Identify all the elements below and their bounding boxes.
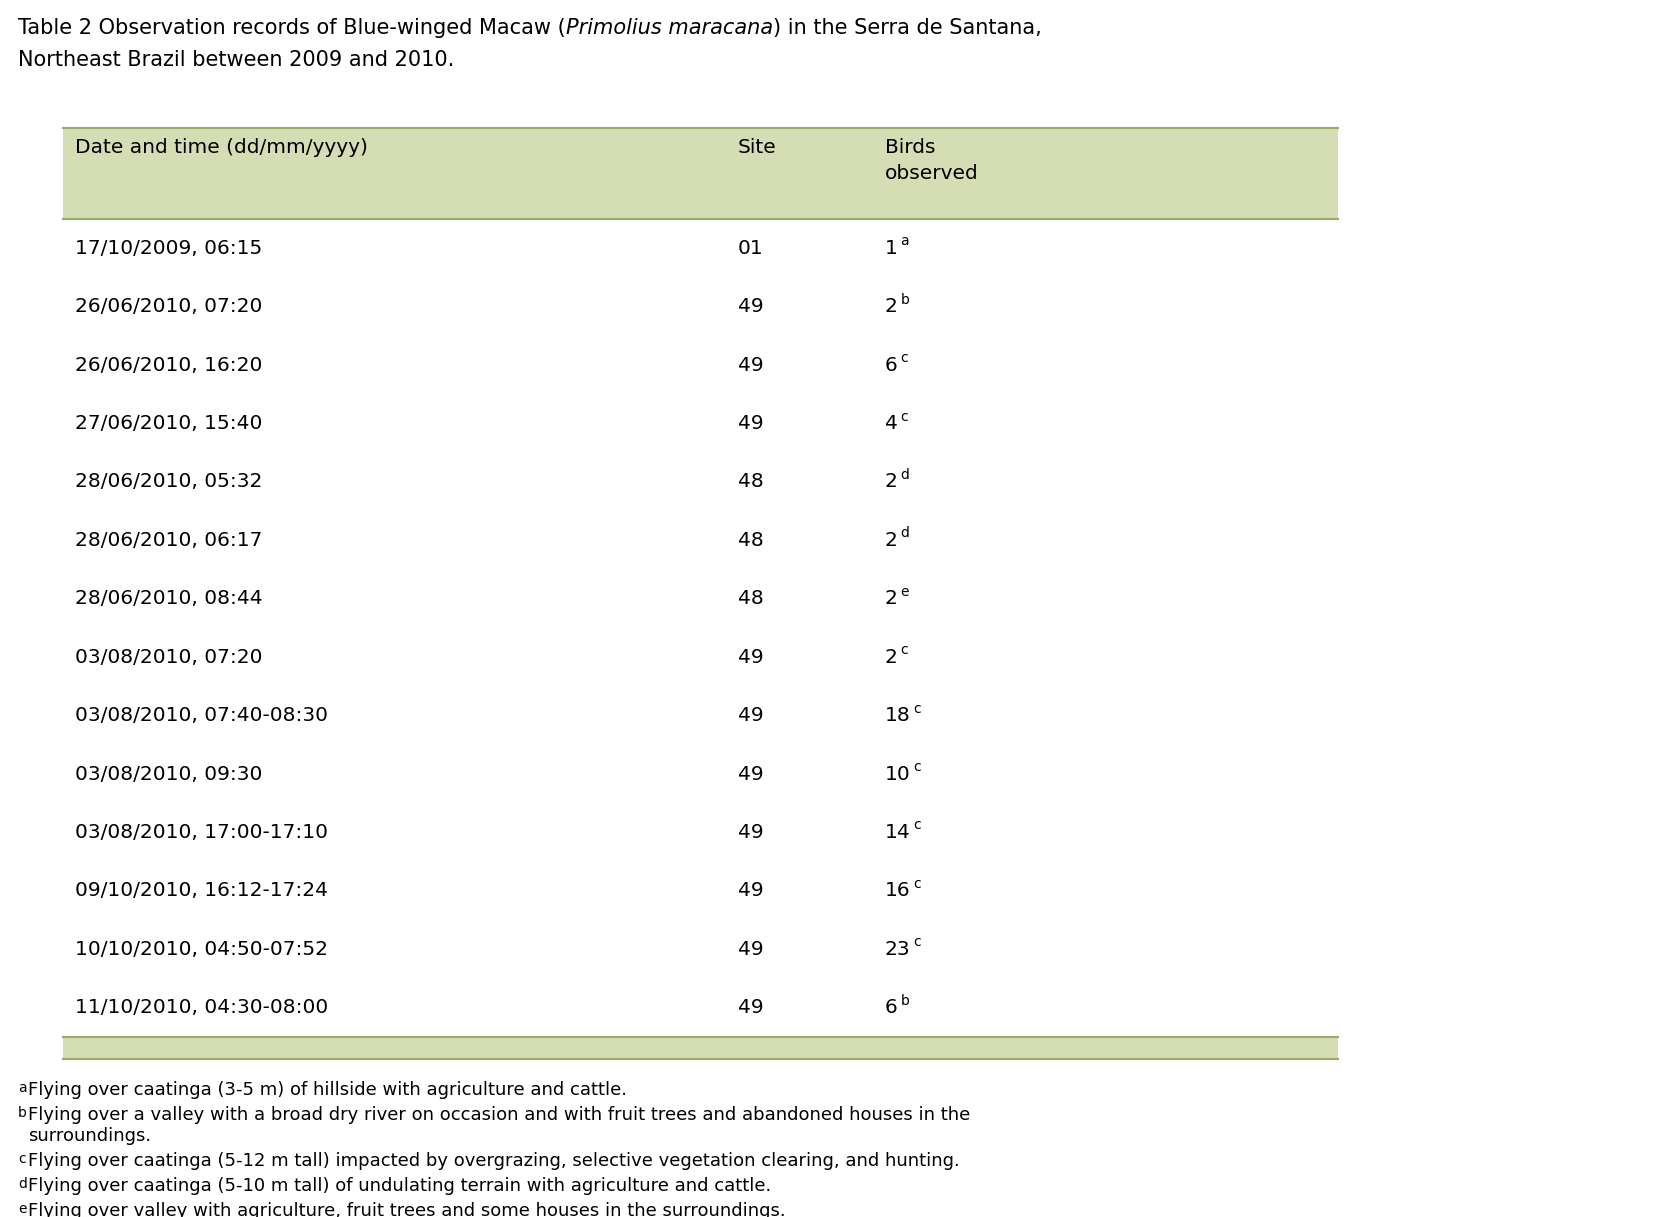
Text: 49: 49 [738,940,763,959]
Text: 49: 49 [738,706,763,725]
Text: 28/06/2010, 08:44: 28/06/2010, 08:44 [75,589,263,608]
Text: Flying over a valley with a broad dry river on occasion and with fruit trees and: Flying over a valley with a broad dry ri… [28,1106,971,1123]
Text: 14: 14 [884,823,911,842]
Text: d: d [901,467,909,482]
Text: c: c [901,350,907,365]
Text: 48: 48 [738,589,765,608]
Text: 28/06/2010, 06:17: 28/06/2010, 06:17 [75,531,263,550]
Text: e: e [18,1202,27,1216]
Text: b: b [901,993,909,1008]
Text: surroundings.: surroundings. [28,1127,151,1145]
Text: c: c [914,701,921,716]
Text: 16: 16 [884,881,911,901]
Text: Site: Site [738,138,776,157]
Text: 48: 48 [738,531,765,550]
Text: Date and time (dd/mm/yyyy): Date and time (dd/mm/yyyy) [75,138,367,157]
Text: 49: 49 [738,647,763,667]
Text: 23: 23 [884,940,911,959]
Text: 03/08/2010, 17:00-17:10: 03/08/2010, 17:00-17:10 [75,823,327,842]
Text: 28/06/2010, 05:32: 28/06/2010, 05:32 [75,472,263,492]
Text: c: c [18,1151,25,1166]
Text: 17/10/2009, 06:15: 17/10/2009, 06:15 [75,239,263,258]
Text: Flying over valley with agriculture, fruit trees and some houses in the surround: Flying over valley with agriculture, fru… [28,1202,786,1217]
Text: e: e [901,584,909,599]
Text: 2: 2 [884,589,897,608]
Text: Flying over caatinga (5-12 m tall) impacted by overgrazing, selective vegetation: Flying over caatinga (5-12 m tall) impac… [28,1151,959,1170]
Text: 49: 49 [738,998,763,1017]
Text: Flying over caatinga (3-5 m) of hillside with agriculture and cattle.: Flying over caatinga (3-5 m) of hillside… [28,1081,627,1099]
Text: 01: 01 [738,239,765,258]
Text: 49: 49 [738,881,763,901]
Text: 2: 2 [884,531,897,550]
Text: 11/10/2010, 04:30-08:00: 11/10/2010, 04:30-08:00 [75,998,329,1017]
Text: observed: observed [884,164,979,183]
Text: 49: 49 [738,355,763,375]
Text: 18: 18 [884,706,911,725]
Text: 03/08/2010, 07:40-08:30: 03/08/2010, 07:40-08:30 [75,706,327,725]
Text: 49: 49 [738,414,763,433]
Text: b: b [18,1106,27,1120]
Text: 6: 6 [884,355,897,375]
Text: c: c [914,818,921,832]
Text: c: c [901,409,907,424]
Text: Primolius maracana: Primolius maracana [565,18,773,38]
Text: 2: 2 [884,297,897,316]
Text: Flying over caatinga (5-10 m tall) of undulating terrain with agriculture and ca: Flying over caatinga (5-10 m tall) of un… [28,1177,771,1195]
Text: c: c [914,759,921,774]
Text: 49: 49 [738,823,763,842]
Text: 03/08/2010, 09:30: 03/08/2010, 09:30 [75,764,263,784]
Text: d: d [901,526,909,540]
Text: 2: 2 [884,472,897,492]
Text: 49: 49 [738,764,763,784]
Text: c: c [912,935,921,949]
Text: 03/08/2010, 07:20: 03/08/2010, 07:20 [75,647,263,667]
Text: 26/06/2010, 16:20: 26/06/2010, 16:20 [75,355,263,375]
Text: ) in the Serra de Santana,: ) in the Serra de Santana, [773,18,1042,38]
Text: c: c [912,876,921,891]
Text: 09/10/2010, 16:12-17:24: 09/10/2010, 16:12-17:24 [75,881,327,901]
Text: b: b [901,292,909,307]
Text: 26/06/2010, 07:20: 26/06/2010, 07:20 [75,297,263,316]
Text: 49: 49 [738,297,763,316]
Text: 48: 48 [738,472,765,492]
Bar [63,1037,1338,1059]
Text: 10/10/2010, 04:50-07:52: 10/10/2010, 04:50-07:52 [75,940,327,959]
Text: Birds: Birds [884,138,936,157]
Text: 2: 2 [884,647,897,667]
Text: d: d [18,1177,27,1190]
Text: 6: 6 [884,998,897,1017]
Text: 27/06/2010, 15:40: 27/06/2010, 15:40 [75,414,263,433]
Text: 4: 4 [884,414,897,433]
Text: c: c [901,643,907,657]
Text: Northeast Brazil between 2009 and 2010.: Northeast Brazil between 2009 and 2010. [18,50,454,71]
Text: 1: 1 [884,239,897,258]
Bar [63,128,1338,219]
Text: 10: 10 [884,764,911,784]
Text: Table 2 Observation records of Blue-winged Macaw (: Table 2 Observation records of Blue-wing… [18,18,565,38]
Text: a: a [901,234,909,248]
Text: a: a [18,1081,27,1095]
